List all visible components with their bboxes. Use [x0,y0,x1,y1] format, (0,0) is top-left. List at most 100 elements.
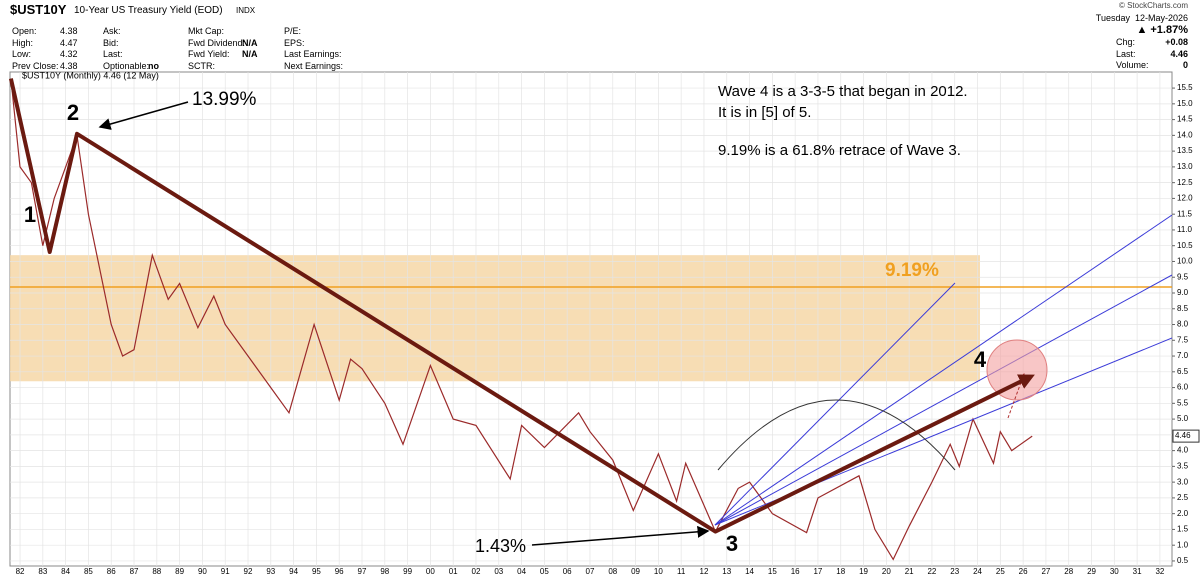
x-tick-label: 97 [358,567,367,576]
series-label: $UST10Y (Monthly) 4.46 (12 May) [22,70,159,80]
x-tick-label: 96 [335,567,344,576]
x-tick-label: 23 [950,567,959,576]
x-tick-label: 82 [16,567,25,576]
x-tick-label: 15 [768,567,777,576]
y-tick-label: 12.5 [1177,178,1193,187]
x-tick-label: 19 [859,567,868,576]
low-label: 1.43% [475,536,526,556]
x-tick-label: 99 [403,567,412,576]
field-label: Low: [12,49,32,59]
x-tick-label: 16 [791,567,800,576]
field-label: High: [12,37,34,48]
x-tick-label: 24 [973,567,982,576]
field-label: Last: [1116,48,1136,59]
y-tick-label: 6.5 [1177,367,1189,376]
y-tick-label: 5.0 [1177,414,1189,423]
y-tick-label: 15.5 [1177,83,1193,92]
y-tick-label: 10.5 [1177,241,1193,250]
x-tick-label: 14 [745,567,754,576]
y-tick-label: 1.0 [1177,540,1189,549]
field-label: Next Earnings: [284,60,344,71]
field-label: Mkt Cap: [188,26,225,36]
x-tick-label: 88 [152,567,161,576]
field-value: +0.08 [1165,37,1188,47]
field-label: Prev Close: [12,60,59,71]
field-value: 4.38 [60,26,78,36]
field-label: Open: [12,26,37,36]
x-tick-label: 27 [1041,567,1050,576]
projection-arrow [1007,373,1026,419]
y-tick-label: 14.0 [1177,130,1193,139]
symbol: $UST10Y [10,2,67,17]
low-arrow [531,525,710,546]
arc [717,399,956,471]
note: Wave 4 is a 3-3-5 that began in 2012. [718,83,968,100]
x-tick-label: 18 [836,567,845,576]
field-label: Ask: [103,26,121,36]
x-tick-label: 94 [289,567,298,576]
x-tick-label: 95 [312,567,321,576]
field-value: no [148,60,159,71]
y-tick-label: 13.0 [1177,162,1193,171]
x-tick-label: 13 [722,567,731,576]
y-tick-label: 9.0 [1177,288,1189,297]
x-tick-label: 84 [61,567,70,576]
last-value-box [1172,429,1200,443]
y-tick-label: 8.0 [1177,320,1189,329]
x-tick-label: 20 [882,567,891,576]
x-tick-label: 93 [266,567,275,576]
x-tick-label: 21 [905,567,914,576]
price-line [10,78,1033,561]
y-tick-label: 11.5 [1177,209,1193,218]
y-tick-label: 4.0 [1177,446,1189,455]
x-tick-label: 07 [586,567,595,576]
x-tick-label: 11 [677,567,686,576]
x-tick-label: 09 [631,567,640,576]
y-tick-label: 3.0 [1177,477,1189,486]
y-tick-label: 9.5 [1177,272,1189,281]
x-tick-label: 91 [221,567,230,576]
y-tick-label: 10.0 [1177,257,1193,266]
y-tick-label: 6.0 [1177,383,1189,392]
y-tick-label: 2.0 [1177,509,1189,518]
change-pct: ▲ +1.87% [1136,24,1188,36]
x-tick-label: 90 [198,567,207,576]
wave-label: 4 [974,347,987,372]
field-label: Chg: [1116,37,1136,47]
date: Tuesday 12-May-2026 [1095,13,1188,23]
x-tick-label: 05 [540,567,549,576]
x-tick-label: 31 [1133,567,1142,576]
x-tick-label: 28 [1064,567,1073,576]
note: 9.19% is a 61.8% retrace of Wave 3. [718,142,961,159]
y-tick-label: 3.5 [1177,461,1189,470]
wave-path [8,78,1035,534]
security-name: 10-Year US Treasury Yield (EOD) [74,5,223,16]
field-value: N/A [242,37,258,48]
field-value: N/A [242,49,258,59]
wave-label: 2 [67,100,79,125]
field-label: P/E: [284,26,302,36]
wave-label: 3 [726,531,738,556]
x-tick-label: 86 [107,567,116,576]
x-tick-label: 92 [244,567,253,576]
field-value: 4.47 [60,37,78,48]
field-label: SCTR: [188,60,215,71]
field-label: Fwd Yield: [188,49,230,59]
y-tick-label: 15.0 [1177,99,1193,108]
x-tick-label: 01 [449,567,458,576]
x-tick-label: 83 [38,567,47,576]
exchange: INDX [236,6,256,15]
y-tick-label: 13.5 [1177,146,1193,155]
field-value: 4.38 [60,60,78,71]
x-tick-label: 22 [927,567,936,576]
x-tick-label: 85 [84,567,93,576]
x-tick-label: 26 [1019,567,1028,576]
field-label: Bid: [103,37,119,48]
x-tick-label: 12 [700,567,709,576]
x-tick-label: 10 [654,567,663,576]
y-tick-label: 2.5 [1177,493,1189,502]
field-value: 4.32 [60,49,78,59]
field-label: Volume: [1116,60,1149,70]
